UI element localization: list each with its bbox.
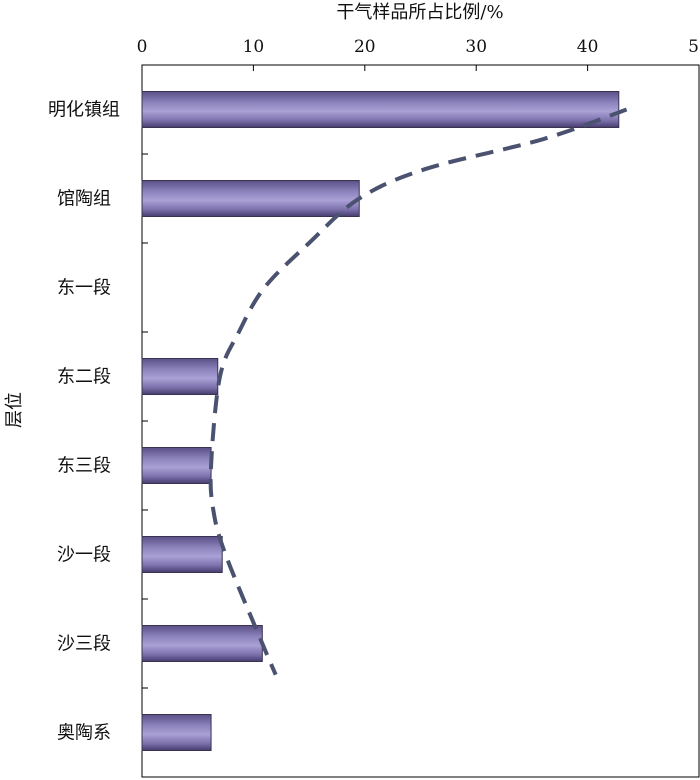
bar (141, 180, 360, 217)
trend-line (208, 107, 628, 676)
bar (141, 536, 223, 573)
category-label: 奥陶系 (57, 723, 111, 744)
bar (141, 625, 263, 662)
y-axis-title: 层位 (4, 392, 25, 428)
plot-frame (141, 64, 700, 778)
category-label: 沙一段 (57, 545, 111, 566)
category-label: 东一段 (57, 278, 111, 299)
x-tick-label: 20 (354, 37, 376, 57)
x-tick-label: 50 (688, 37, 700, 57)
x-tick-label: 40 (577, 37, 599, 57)
x-tick-label: 30 (465, 37, 487, 57)
category-label: 东三段 (57, 456, 111, 477)
bar (141, 447, 212, 484)
bar (141, 358, 219, 395)
x-axis-title: 干气样品所占比例/% (336, 2, 503, 23)
category-label: 馆陶组 (57, 189, 111, 210)
bar (141, 714, 212, 751)
bar (141, 91, 620, 128)
x-tick-label: 10 (243, 37, 265, 57)
category-label: 沙三段 (57, 634, 111, 655)
category-label: 明化镇组 (48, 100, 120, 121)
category-label: 东二段 (57, 367, 111, 388)
x-tick-label: 0 (137, 37, 148, 57)
